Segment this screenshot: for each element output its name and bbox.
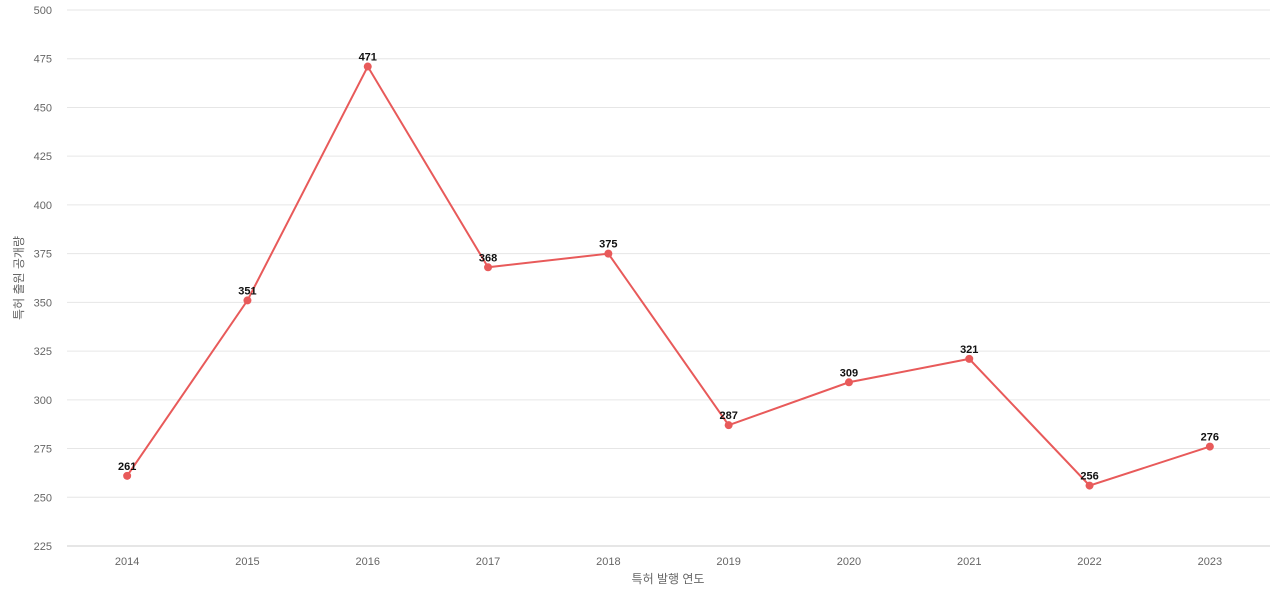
data-point <box>123 471 132 480</box>
y-axis-title: 특허 출원 공개량 <box>12 236 26 320</box>
data-point <box>1085 481 1094 490</box>
y-tick-label: 425 <box>34 151 52 163</box>
series-line <box>126 64 1211 487</box>
x-tick-label: 2015 <box>235 556 259 568</box>
data-label: 309 <box>840 367 858 379</box>
data-label: 276 <box>1201 432 1219 444</box>
label-layer: 261 351 471 368 375 287 309 321 256 276 <box>118 52 1219 483</box>
x-tick-label: 2022 <box>1077 556 1101 568</box>
data-point <box>965 354 974 363</box>
y-tick-label: 225 <box>34 541 52 553</box>
y-tick-label: 400 <box>34 200 52 212</box>
data-point <box>1205 442 1214 451</box>
x-tick-label: 2018 <box>596 556 620 568</box>
y-tick-label: 300 <box>34 395 52 407</box>
x-tick-label: 2020 <box>837 556 861 568</box>
y-tick-label: 475 <box>34 54 52 66</box>
y-tick-label: 375 <box>34 249 52 261</box>
data-label: 261 <box>118 461 136 473</box>
y-tick-label: 325 <box>34 346 52 358</box>
x-tick-label: 2021 <box>957 556 981 568</box>
data-label: 368 <box>479 252 497 264</box>
data-point <box>724 421 733 430</box>
x-tick-label: 2016 <box>356 556 380 568</box>
data-point <box>844 378 853 387</box>
data-label: 375 <box>599 239 617 251</box>
y-tick-label: 275 <box>34 444 52 456</box>
x-axis-title: 특허 발행 연도 <box>632 571 705 586</box>
data-label: 256 <box>1080 471 1098 483</box>
x-tick-label: 2014 <box>115 556 139 568</box>
data-point <box>484 263 493 272</box>
data-label: 287 <box>719 410 737 422</box>
data-point <box>363 62 372 71</box>
y-tick-label: 250 <box>34 492 52 504</box>
data-point <box>243 296 252 305</box>
x-tick-label: 2019 <box>716 556 740 568</box>
series-layer <box>123 62 1214 490</box>
y-tick-label: 450 <box>34 102 52 114</box>
data-label: 321 <box>960 344 978 356</box>
grid-layer <box>67 9 1270 498</box>
axis-layer: 225 250 275 300 325 350 375 400 425 450 475 500 2014… <box>34 5 1270 568</box>
data-label: 351 <box>238 285 256 297</box>
data-label: 471 <box>359 52 377 64</box>
x-tick-label: 2017 <box>476 556 500 568</box>
x-tick-label: 2023 <box>1198 556 1222 568</box>
y-tick-label: 350 <box>34 297 52 309</box>
data-point <box>604 249 613 258</box>
y-tick-label: 500 <box>34 5 52 17</box>
